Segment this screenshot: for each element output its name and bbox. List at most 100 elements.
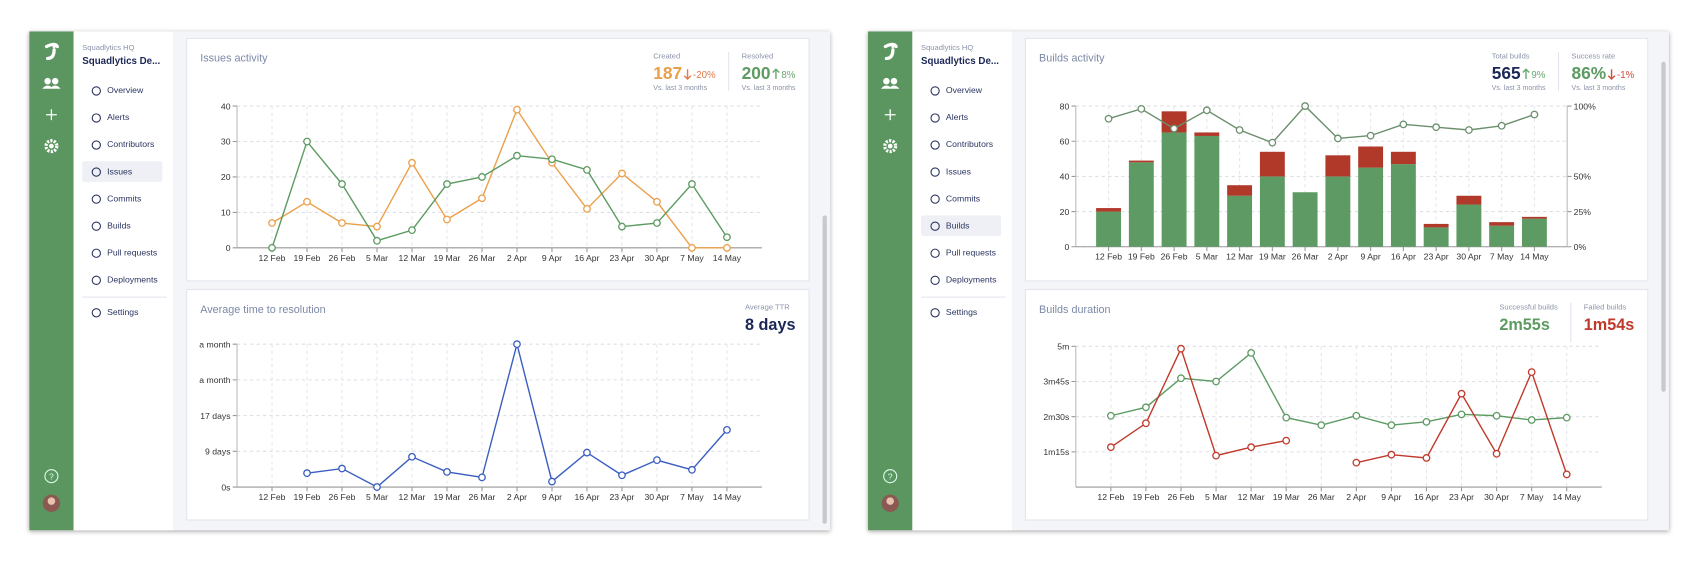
series-line: [271, 108, 727, 249]
x-tick-label: 23 Apr: [1424, 252, 1449, 262]
nav-icon: [930, 307, 940, 317]
data-point: [1247, 443, 1256, 452]
data-point: [618, 169, 626, 178]
x-tick-label: 30 Apr: [1484, 492, 1509, 502]
y-tick-label: 20: [221, 172, 231, 182]
nav-icon: [91, 248, 101, 258]
stat-change: -1%: [1617, 70, 1635, 81]
stat: Failed builds 1m54s: [1584, 303, 1635, 335]
bar: [1161, 111, 1187, 133]
stat-note: Vs. last 3 months: [742, 85, 796, 92]
nav-item[interactable]: Pull requests: [82, 242, 162, 263]
data-point: [1562, 413, 1571, 422]
x-tick-label: 26 Feb: [1168, 492, 1195, 502]
nav-item[interactable]: Overview: [82, 80, 162, 101]
nav-label: Settings: [945, 307, 978, 318]
y-tick-label: 40: [1060, 172, 1070, 182]
nav-item[interactable]: Alerts: [82, 107, 162, 128]
stat-value: 2m55s: [1499, 316, 1550, 334]
y2-tick-label: 25%: [1574, 207, 1592, 217]
nav-item[interactable]: Commits: [82, 188, 162, 209]
stat: Average TTR 8 days: [745, 303, 796, 335]
bar: [1194, 132, 1220, 136]
team-icon: [44, 77, 51, 85]
data-point: [1106, 443, 1115, 452]
x-tick-label: 7 May: [680, 492, 704, 502]
x-tick-label: 26 Mar: [469, 492, 496, 502]
avatar: [886, 497, 894, 505]
nav-icon: [930, 85, 940, 96]
x-tick-label: 16 Apr: [1414, 492, 1439, 502]
data-point: [583, 448, 591, 457]
stat-label: Average TTR: [745, 303, 790, 312]
x-tick-label: 19 Mar: [434, 253, 461, 263]
nav-item[interactable]: Deployments: [82, 269, 162, 290]
nav-item[interactable]: Issues: [921, 161, 1001, 182]
settings-icon: [49, 143, 54, 149]
bar: [1096, 211, 1122, 247]
y-tick-label: 9 days: [205, 447, 231, 457]
x-tick-label: 16 Apr: [574, 253, 599, 263]
data-point: [1212, 451, 1220, 460]
bar: [1227, 195, 1253, 247]
data-point: [723, 243, 731, 252]
nav-icon: [930, 166, 940, 177]
y2-tick-label: 0%: [1574, 242, 1587, 252]
nav-item[interactable]: Commits: [921, 188, 1001, 209]
nav-item[interactable]: Alerts: [921, 107, 1001, 128]
x-tick-label: 7 May: [1490, 252, 1514, 262]
bar: [1259, 151, 1285, 177]
data-point: [1492, 411, 1501, 420]
nav-item[interactable]: Contributors: [921, 134, 1001, 155]
bar: [1521, 216, 1547, 219]
nav-item[interactable]: Deployments: [921, 269, 1001, 290]
data-point: [723, 425, 731, 434]
nav-label: Builds: [107, 220, 131, 231]
data-point: [513, 151, 521, 160]
data-point: [513, 105, 521, 114]
avatar: [47, 497, 56, 505]
app-window: ? Squadlytics HQ Squadlytics De... Overview…: [29, 31, 831, 531]
nav-item[interactable]: Builds: [921, 215, 1002, 236]
chart-card: Builds activity Success rate 86% -1% Vs. las…: [1024, 37, 1649, 282]
x-tick-label: 23 Apr: [609, 253, 634, 263]
data-point: [618, 471, 626, 480]
trend-arrow: [683, 69, 692, 81]
y-tick-label: 0: [226, 243, 231, 253]
data-point: [1106, 411, 1115, 420]
bar: [1325, 155, 1351, 177]
nav-item[interactable]: Contributors: [82, 134, 162, 155]
nav-item[interactable]: Settings: [82, 302, 162, 323]
nav-icon: [930, 166, 940, 177]
data-point: [583, 165, 591, 174]
data-point: [1202, 106, 1211, 115]
x-tick-label: 12 Mar: [1226, 252, 1253, 262]
stat-value: 8 days: [745, 316, 796, 334]
nav-separator: [921, 296, 1006, 298]
settings-icon: [44, 139, 59, 154]
nav-label: Builds: [945, 220, 970, 231]
data-point: [1142, 403, 1150, 412]
nav-item[interactable]: Settings: [921, 302, 1001, 323]
data-point: [1366, 131, 1375, 140]
data-point: [1104, 114, 1113, 123]
x-tick-label: 23 Apr: [1449, 492, 1474, 502]
data-point: [338, 219, 346, 227]
nav-icon: [930, 193, 940, 204]
nav-item[interactable]: Pull requests: [921, 242, 1001, 263]
sidebar: ?: [868, 31, 913, 531]
y-tick-label: 30: [221, 137, 231, 147]
nav-label: Settings: [107, 307, 139, 318]
nav-icon: [91, 112, 101, 123]
nav-item[interactable]: Overview: [921, 80, 1001, 101]
x-tick-label: 30 Apr: [1456, 252, 1481, 262]
nav-item[interactable]: Builds: [82, 215, 162, 236]
bar: [1423, 223, 1449, 228]
x-tick-label: 19 Feb: [1128, 252, 1155, 262]
nav-label: Alerts: [107, 112, 130, 123]
bar: [1456, 195, 1482, 205]
data-point: [1457, 410, 1466, 419]
y-tick-label: 0: [1064, 242, 1069, 252]
data-point: [1352, 458, 1361, 467]
nav-item[interactable]: Issues: [82, 161, 163, 182]
